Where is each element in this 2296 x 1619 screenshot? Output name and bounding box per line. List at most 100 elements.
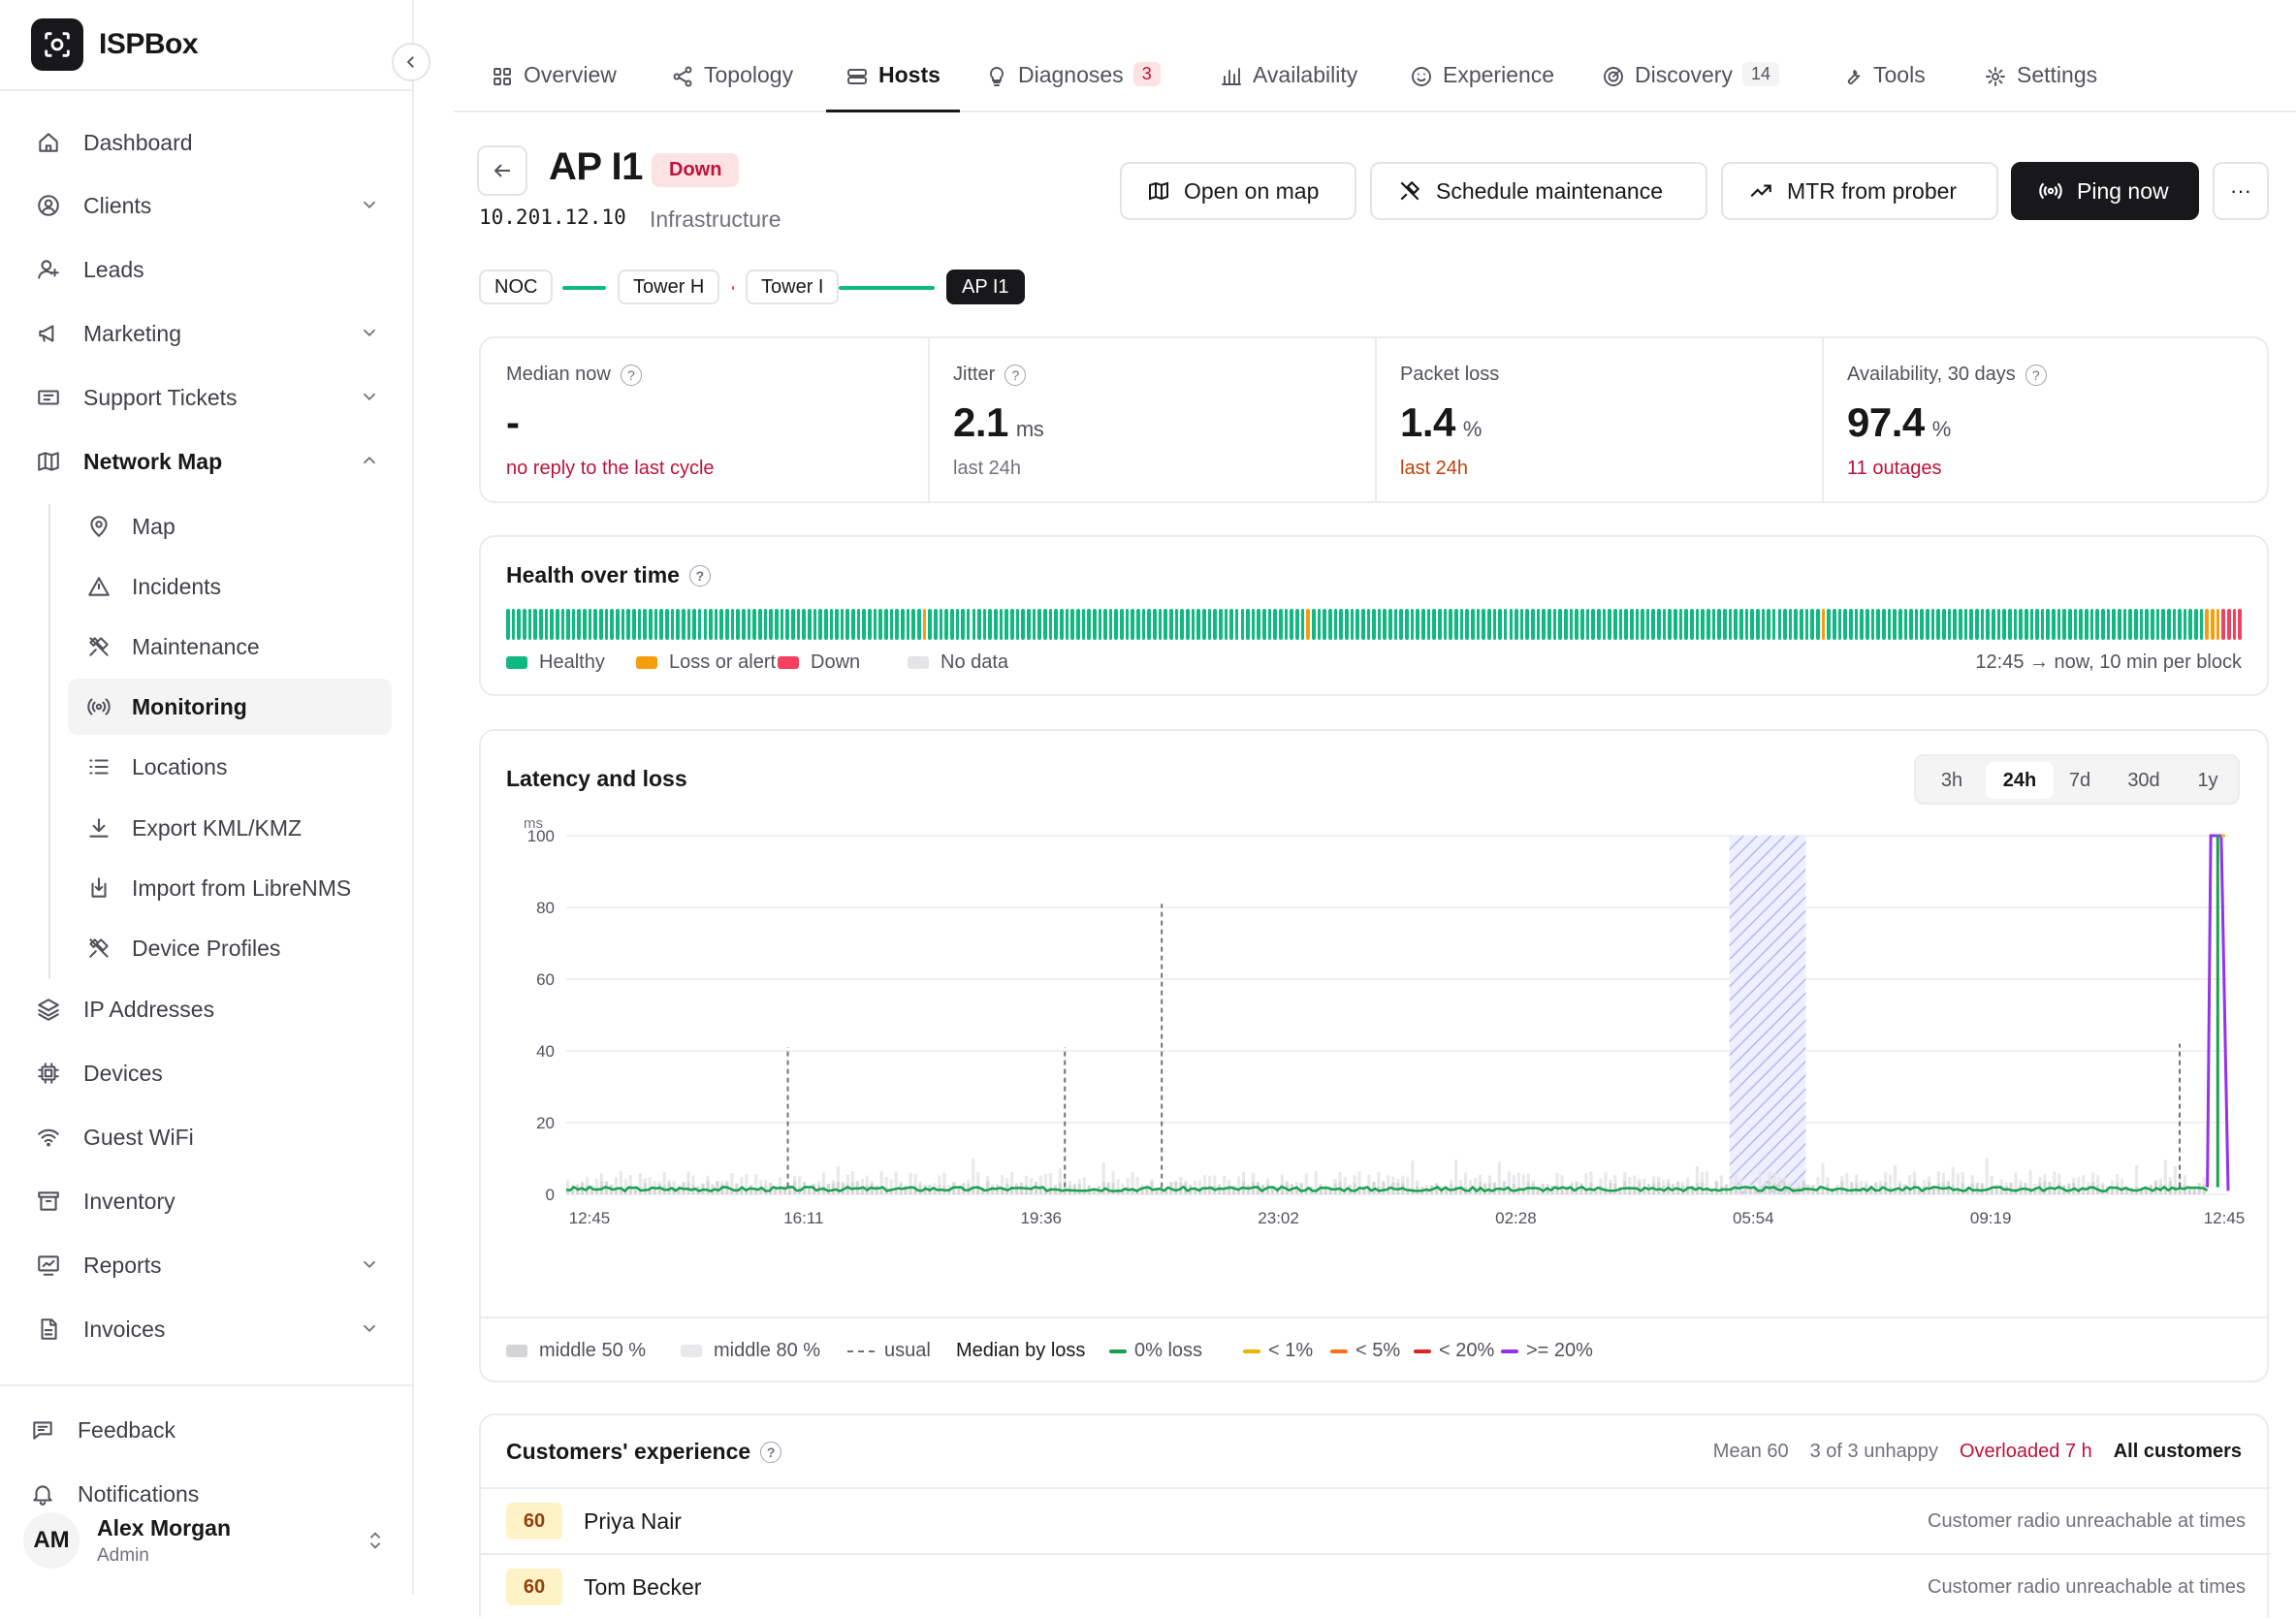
health-block[interactable] [1788,609,1793,640]
submenu-item-device-profiles[interactable]: Device Profiles [68,920,392,976]
tab-topology[interactable]: Topology [671,58,793,112]
health-block[interactable] [1262,609,1266,640]
health-block[interactable] [1585,609,1590,640]
health-block[interactable] [994,609,998,640]
tab-availability[interactable]: Availability [1220,58,1357,112]
health-block[interactable] [1070,609,1074,640]
help-icon[interactable]: ? [2025,364,2047,386]
health-block[interactable] [1290,609,1294,640]
health-block[interactable] [1432,609,1436,640]
health-block[interactable] [1323,609,1326,640]
health-block[interactable] [1870,609,1875,640]
health-block[interactable] [544,609,549,640]
health-block[interactable] [2199,609,2204,640]
health-block[interactable] [1476,609,1481,640]
health-block[interactable] [1837,609,1842,640]
health-block[interactable] [2216,609,2220,640]
health-block[interactable] [1251,609,1256,640]
sidebar-item-inventory[interactable]: Inventory [33,1177,380,1225]
range-tab-7d[interactable]: 7d [2068,769,2091,791]
health-block[interactable] [1755,609,1760,640]
health-block[interactable] [1914,609,1919,640]
health-block[interactable] [621,609,625,640]
health-block[interactable] [1498,609,1502,640]
health-block[interactable] [1180,609,1184,640]
health-block[interactable] [769,609,773,640]
health-block[interactable] [1635,609,1640,640]
health-block[interactable] [982,609,987,640]
health-block[interactable] [1657,609,1661,640]
health-block[interactable] [511,609,516,640]
health-block[interactable] [1579,609,1584,640]
health-block[interactable] [1897,609,1902,640]
health-block[interactable] [1596,609,1601,640]
health-block[interactable] [1618,609,1623,640]
health-block[interactable] [1459,609,1464,640]
health-block[interactable] [550,609,554,640]
health-block[interactable] [1164,609,1167,640]
health-block[interactable] [1410,609,1415,640]
health-block[interactable] [1246,609,1250,640]
health-block[interactable] [1936,609,1941,640]
health-block[interactable] [1722,609,1727,640]
health-block[interactable] [2007,609,2012,640]
health-block[interactable] [1333,609,1338,640]
health-block[interactable] [1344,609,1349,640]
health-block[interactable] [2101,609,2105,640]
health-block[interactable] [966,609,971,640]
health-block[interactable] [1317,609,1322,640]
chain-node-tower-h[interactable]: Tower H [618,270,720,304]
sidebar-item-network-map[interactable]: Network Map [33,437,380,486]
sidebar-item-notifications[interactable]: Notifications [27,1470,374,1518]
health-block[interactable] [1218,609,1223,640]
health-block[interactable] [2211,609,2215,640]
health-block[interactable] [1174,609,1179,640]
health-block[interactable] [1833,609,1836,640]
health-block[interactable] [1426,609,1431,640]
health-block[interactable] [1695,609,1700,640]
health-block[interactable] [1339,609,1343,640]
more-actions-button[interactable]: ··· [2213,162,2269,220]
health-block[interactable] [1777,609,1782,640]
health-block[interactable] [1645,609,1650,640]
health-block[interactable] [889,609,894,640]
health-block[interactable] [845,609,850,640]
sidebar-item-ip-addresses[interactable]: IP Addresses [33,985,380,1033]
health-block[interactable] [1930,609,1935,640]
health-block[interactable] [2089,609,2094,640]
health-block[interactable] [2112,609,2116,640]
sidebar-item-guest-wifi[interactable]: Guest WiFi [33,1113,380,1161]
help-icon[interactable]: ? [1004,364,1027,386]
health-block[interactable] [664,609,669,640]
health-block[interactable] [1920,609,1925,640]
health-block[interactable] [873,609,877,640]
overloaded-filter[interactable]: Overloaded 7 h [1959,1441,2092,1462]
health-block[interactable] [1947,609,1952,640]
health-block[interactable] [1701,609,1705,640]
health-block[interactable] [1881,609,1886,640]
health-block[interactable] [1602,609,1607,640]
health-block[interactable] [577,609,582,640]
health-block[interactable] [928,609,932,640]
health-block[interactable] [1980,609,1985,640]
health-block[interactable] [856,609,861,640]
health-block[interactable] [1169,609,1173,640]
mtr-from-prober-button[interactable]: MTR from prober [1721,162,1998,220]
health-block[interactable] [1717,609,1721,640]
health-block[interactable] [1651,609,1656,640]
range-tab-3h[interactable]: 3h [1940,769,1963,791]
health-block[interactable] [911,609,915,640]
brand[interactable]: ISPBox [31,17,199,72]
health-block[interactable] [1794,609,1799,640]
health-block[interactable] [2194,609,2198,640]
health-block[interactable] [1810,609,1815,640]
health-block[interactable] [1103,609,1107,640]
health-block[interactable] [2128,609,2132,640]
health-block[interactable] [1075,609,1080,640]
health-block[interactable] [1519,609,1524,640]
health-block[interactable] [1816,609,1820,640]
health-block[interactable] [790,609,795,640]
health-block[interactable] [862,609,867,640]
chain-node-noc[interactable]: NOC [479,270,554,304]
health-block[interactable] [1108,609,1113,640]
